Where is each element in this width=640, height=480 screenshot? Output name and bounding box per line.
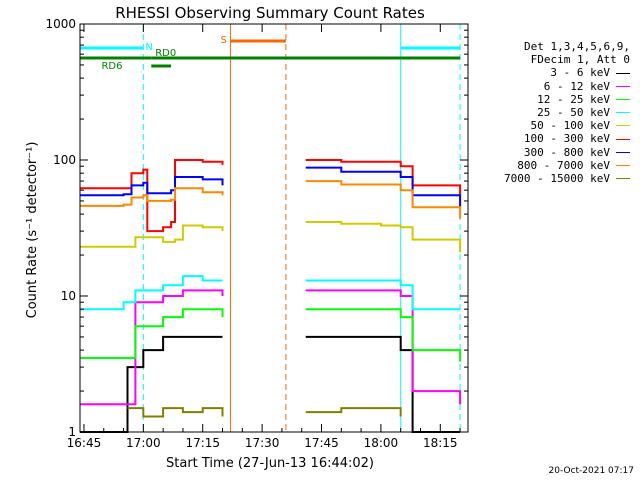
legend-entry: 800 - 7000 keV [468,159,630,172]
legend-swatch [616,164,630,166]
y-tick-label: 1000 [45,17,76,31]
legend-entry-label: 12 - 25 keV [537,92,610,106]
series-line [80,224,224,248]
series-line [305,335,461,433]
series-line [80,308,224,359]
band-label: RD0 [155,48,176,59]
legend-swatch [616,85,630,87]
legend-swatch [616,72,630,74]
series-line [80,187,224,207]
x-tick-label: 17:45 [304,436,339,450]
legend-entry-label: 6 - 12 keV [543,79,610,93]
legend-swatch [616,112,630,114]
band-label: RD6 [101,61,122,72]
legend-header-line: Det 1,3,4,5,6,9, [524,40,630,53]
x-axis-label: Start Time (27-Jun-13 16:44:02) [166,456,374,471]
legend-entry: 7000 - 15000 keV [468,172,630,185]
legend-entry: 6 - 12 keV [468,80,630,93]
series-3-6kev [80,335,461,433]
series-line [80,275,223,311]
series-25-50kev [80,275,461,311]
series-50-100kev [80,221,462,253]
series-line [305,407,402,417]
series-line [305,289,462,405]
legend-entry: 50 - 100 keV [468,119,630,132]
x-tick-label: 17:15 [185,436,220,450]
legend-entry: 3 - 6 keV [468,66,630,79]
legend-entry-label: 50 - 100 keV [530,119,610,133]
series-line [305,166,462,208]
series-12-25kev [80,308,462,362]
band-label: S [220,35,226,46]
y-tick-label: 10 [61,289,76,303]
plot-frame [79,23,469,433]
y-tick-label: 100 [53,153,76,167]
legend-entry: 100 - 300 keV [468,132,630,145]
series-300-800kev [80,166,462,208]
legend-entry-label: 25 - 50 keV [537,106,610,120]
series-6-12kev [80,289,462,406]
legend-entry: 300 - 800 keV [468,146,630,159]
legend-swatch [616,178,630,180]
footer-timestamp: 20-Oct-2021 07:17 [548,466,634,476]
series-line [305,279,461,311]
legend-swatch [616,138,630,140]
series-line [80,335,223,433]
legend-swatch [616,98,630,100]
x-tick-label: 17:30 [245,436,280,450]
chart-title: RHESSI Observing Summary Count Rates [115,4,425,22]
y-axis-label: Count Rate (s⁻¹ detector⁻¹) [25,142,40,319]
legend-entry-label: 800 - 7000 keV [517,158,610,172]
series-line [80,176,224,197]
x-tick-label: 16:45 [67,436,102,450]
legend-entry: 12 - 25 keV [468,93,630,106]
legend-entry-label: 300 - 800 keV [523,145,610,159]
legend-swatch [616,125,630,127]
x-tick-label: 17:00 [126,436,161,450]
series-100-300kev [80,159,462,233]
legend-swatch [616,151,630,153]
legend-entry-label: 3 - 6 keV [550,66,610,80]
series-line [305,159,462,196]
legend-entry: 25 - 50 keV [468,106,630,119]
series-line [305,308,462,362]
legend-header-line: FDecim 1, Att 0 [530,53,630,67]
legend-entry-label: 7000 - 15000 keV [504,172,610,186]
y-tick-label: 1 [68,425,76,439]
x-tick-label: 18:00 [364,436,399,450]
band-label: N [145,42,152,53]
legend: Det 1,3,4,5,6,9, FDecim 1, Att 0 3 - 6 ke… [468,40,630,185]
series-line [80,289,224,406]
series-800-7000kev [80,180,462,219]
series-line [127,407,224,418]
series-line [80,159,224,233]
series-line [305,221,462,253]
series-7000-15000kev [127,407,402,418]
legend-entry-label: 100 - 300 keV [523,132,610,146]
x-tick-label: 18:15 [423,436,458,450]
series-line [305,180,462,219]
